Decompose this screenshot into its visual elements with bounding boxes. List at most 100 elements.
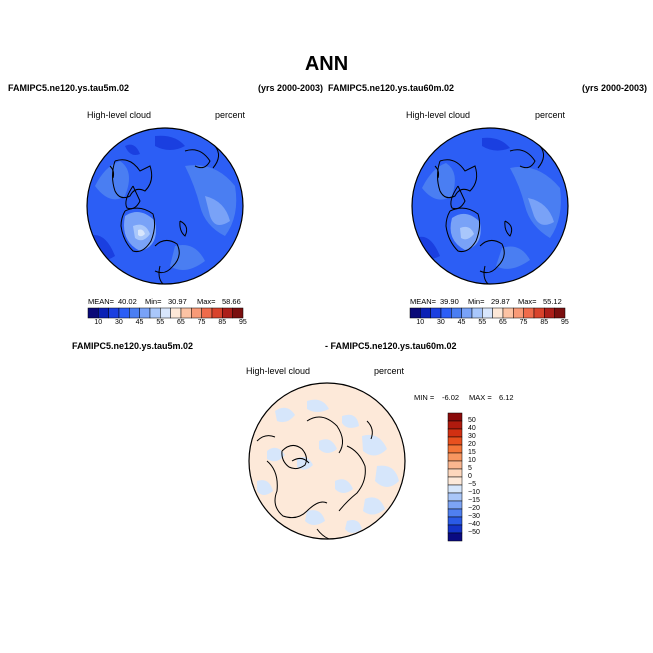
panel1-mean-label: MEAN= [88, 297, 115, 306]
colorbar-tick-label: 45 [135, 319, 144, 326]
diff-min-value: -6.02 [442, 393, 460, 402]
colorbar-swatch [447, 460, 463, 470]
colorbar-tick-label: 75 [197, 319, 206, 326]
panel2-mean-value: 39.90 [440, 297, 459, 306]
colorbar-swatch [447, 516, 463, 526]
panel2-colorbar [409, 307, 566, 319]
colorbar-swatch [108, 307, 120, 319]
colorbar-swatch [544, 307, 555, 319]
colorbar-swatch [149, 307, 161, 319]
colorbar-tick-label: 85 [218, 319, 227, 326]
colorbar-tick-label: −15 [468, 497, 480, 504]
colorbar-swatch [447, 436, 463, 446]
colorbar-swatch [430, 307, 442, 319]
panel1-polar-map [86, 127, 244, 285]
colorbar-swatch [118, 307, 130, 319]
diff-max-value: 6.12 [499, 393, 514, 402]
panel1-max-label: Max= [197, 297, 216, 306]
panel2-max-label: Max= [518, 297, 537, 306]
colorbar-swatch [191, 307, 202, 319]
colorbar-swatch [447, 468, 463, 478]
panel2-mean-label: MEAN= [410, 297, 437, 306]
diff-min-label: MIN = [414, 393, 435, 402]
diff-case-a: FAMIPC5.ne120.ys.tau5m.02 [72, 341, 194, 351]
colorbar-swatch [420, 307, 431, 319]
colorbar-tick-label: 95 [239, 319, 247, 326]
diff-case-b: - FAMIPC5.ne120.ys.tau60m.02 [325, 341, 457, 351]
panel1-colorbar [87, 307, 244, 319]
diff-units: percent [374, 366, 405, 376]
diff-variable: High-level cloud [246, 366, 311, 376]
colorbar-tick-label: 65 [499, 319, 507, 326]
colorbar-tick-label: 10 [416, 319, 425, 326]
colorbar-swatch [87, 307, 99, 319]
panel1-units: percent [215, 110, 246, 120]
diff-polar-map [248, 382, 406, 540]
colorbar-swatch [170, 307, 182, 319]
colorbar-swatch [513, 307, 524, 319]
panel2-max-value: 55.12 [543, 297, 562, 306]
colorbar-tick-label: 50 [468, 417, 476, 424]
colorbar-swatch [447, 492, 463, 502]
diff-max-label: MAX = [469, 393, 492, 402]
colorbar-swatch [533, 307, 545, 319]
colorbar-tick-label: 55 [478, 319, 487, 326]
colorbar-swatch [471, 307, 483, 319]
colorbar-tick-label: 45 [457, 319, 466, 326]
colorbar-tick-label: 30 [437, 319, 445, 326]
colorbar-swatch [492, 307, 504, 319]
colorbar-swatch [447, 476, 463, 486]
panel1-min-label: Min= [145, 297, 162, 306]
panel1-min-value: 30.97 [168, 297, 187, 306]
colorbar-tick-label: −50 [468, 529, 480, 536]
panel1-years: (yrs 2000-2003) [258, 83, 324, 93]
colorbar-tick-label: 20 [468, 441, 476, 448]
panel2-variable: High-level cloud [406, 110, 471, 120]
colorbar-swatch [160, 307, 171, 319]
colorbar-tick-label: −30 [468, 513, 480, 520]
colorbar-swatch [129, 307, 140, 319]
colorbar-tick-label: 30 [468, 433, 476, 440]
panel2-min-label: Min= [468, 297, 485, 306]
colorbar-swatch [447, 428, 463, 438]
colorbar-tick-label: 75 [519, 319, 528, 326]
colorbar-swatch [447, 524, 463, 534]
colorbar-tick-label: 65 [177, 319, 185, 326]
colorbar-tick-label: −10 [468, 489, 480, 496]
colorbar-swatch [180, 307, 192, 319]
colorbar-swatch [440, 307, 452, 319]
diff-colorbar [447, 412, 463, 542]
colorbar-swatch [502, 307, 514, 319]
colorbar-tick-label: 10 [468, 457, 476, 464]
panel1-case-name: FAMIPC5.ne120.ys.tau5m.02 [8, 83, 130, 93]
colorbar-swatch [461, 307, 473, 319]
panel2-years: (yrs 2000-2003) [582, 83, 648, 93]
colorbar-swatch [211, 307, 223, 319]
panel2-units: percent [535, 110, 566, 120]
colorbar-tick-label: 0 [468, 473, 472, 480]
colorbar-swatch [447, 444, 463, 454]
page-title: ANN [304, 53, 349, 75]
colorbar-tick-label: 15 [468, 449, 476, 456]
colorbar-swatch [409, 307, 421, 319]
panel2-case-name: FAMIPC5.ne120.ys.tau60m.02 [328, 83, 455, 93]
colorbar-tick-label: 5 [468, 465, 472, 472]
colorbar-swatch [447, 500, 463, 510]
colorbar-swatch [523, 307, 535, 319]
colorbar-swatch [447, 412, 463, 422]
colorbar-swatch [447, 452, 463, 462]
colorbar-tick-label: 40 [468, 425, 476, 432]
panel2-polar-map [411, 127, 569, 285]
colorbar-tick-label: −20 [468, 505, 480, 512]
panel1-variable: High-level cloud [87, 110, 152, 120]
colorbar-swatch [222, 307, 233, 319]
colorbar-tick-label: 10 [94, 319, 103, 326]
colorbar-tick-label: 30 [115, 319, 123, 326]
panel1-max-value: 58.66 [222, 297, 241, 306]
colorbar-swatch [451, 307, 462, 319]
panel2-min-value: 29.87 [491, 297, 510, 306]
colorbar-swatch [201, 307, 213, 319]
colorbar-swatch [447, 508, 463, 518]
colorbar-tick-label: −5 [468, 481, 476, 488]
colorbar-swatch [139, 307, 151, 319]
